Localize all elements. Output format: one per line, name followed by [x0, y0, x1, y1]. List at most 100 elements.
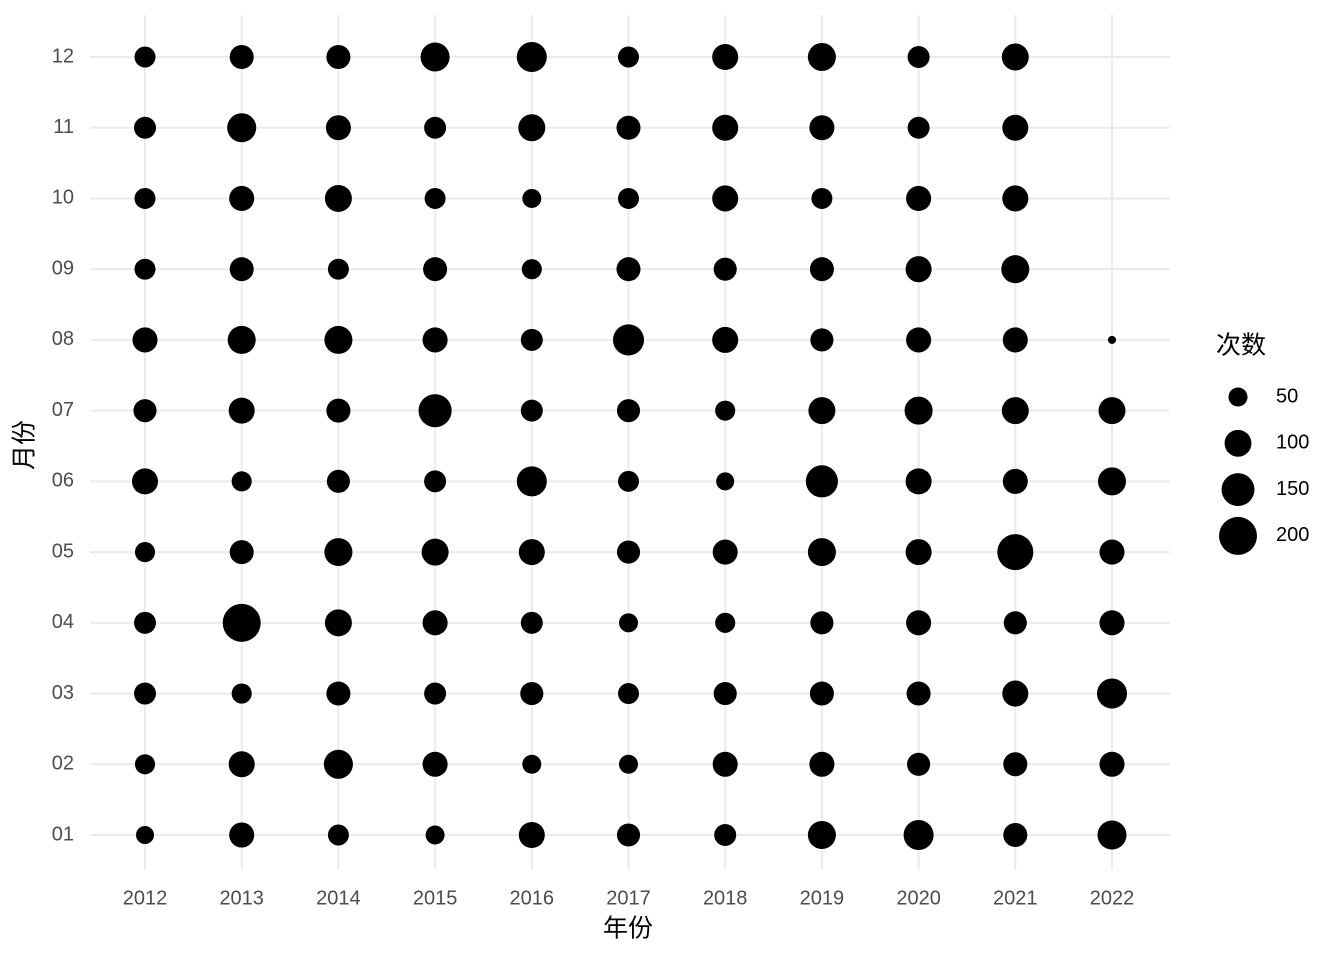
bubble — [323, 749, 353, 779]
bubble — [713, 257, 737, 281]
legend-label: 150 — [1276, 478, 1309, 500]
bubble — [133, 399, 157, 423]
bubble — [1002, 185, 1029, 212]
bubble — [809, 681, 834, 706]
bubble — [134, 258, 156, 280]
legend-label: 200 — [1276, 524, 1309, 546]
bubble — [906, 681, 931, 706]
x-tick-label: 2017 — [606, 887, 651, 909]
bubble — [712, 539, 738, 565]
bubble — [712, 43, 739, 71]
bubble — [134, 116, 156, 139]
x-tick-label: 2019 — [800, 887, 845, 909]
legend-symbol — [1224, 429, 1252, 457]
bubble — [518, 539, 545, 566]
x-tick-label: 2021 — [993, 887, 1038, 909]
bubble — [807, 538, 836, 567]
y-axis-title: 月份 — [11, 420, 39, 470]
bubble — [904, 396, 933, 425]
bubble — [906, 327, 932, 353]
bubble — [423, 257, 448, 282]
bubble — [424, 187, 446, 209]
bubble — [520, 611, 543, 634]
bubble — [327, 824, 349, 846]
bubble — [907, 752, 931, 776]
bubble — [905, 539, 932, 566]
bubble — [1002, 680, 1029, 707]
bubble — [1097, 467, 1127, 496]
bubble — [712, 751, 738, 777]
bubble — [716, 472, 735, 491]
bubble — [1001, 397, 1029, 425]
bubble — [227, 325, 256, 354]
bubble — [326, 398, 351, 423]
bubble — [231, 683, 252, 704]
bubble — [520, 681, 544, 706]
y-tick-label: 01 — [52, 823, 74, 845]
bubble — [521, 259, 542, 280]
bubble — [808, 397, 836, 425]
bubble — [518, 821, 545, 849]
bubble — [229, 540, 254, 565]
marks — [131, 41, 1128, 851]
bubble — [424, 116, 447, 139]
y-tick-label: 12 — [52, 45, 74, 67]
bubble — [1099, 751, 1125, 777]
bubble — [1001, 43, 1029, 71]
bubble — [713, 681, 737, 706]
bubble — [905, 256, 932, 283]
bubble — [134, 611, 156, 634]
bubble — [132, 327, 158, 353]
bubble — [907, 116, 930, 139]
x-tick-label: 2020 — [896, 887, 941, 909]
bubble — [1002, 468, 1028, 494]
bubble — [326, 681, 351, 706]
bubble — [228, 751, 255, 778]
bubble — [424, 470, 447, 493]
y-tick-label: 09 — [52, 257, 74, 279]
bubble — [422, 327, 448, 353]
legend-symbol — [1228, 387, 1248, 407]
bubble — [420, 42, 450, 72]
bubble — [805, 465, 838, 498]
bubble — [324, 538, 353, 567]
bubble — [134, 682, 156, 705]
bubble — [616, 540, 641, 564]
bubble — [1099, 539, 1125, 565]
x-tick-label: 2016 — [510, 887, 555, 909]
bubble — [422, 751, 448, 777]
bubble — [809, 257, 834, 282]
bubble — [618, 46, 639, 68]
bubble — [906, 185, 932, 211]
x-tick-label: 2015 — [413, 887, 458, 909]
bubble — [418, 394, 452, 428]
bubble — [518, 114, 546, 142]
y-tick-label: 05 — [52, 540, 74, 562]
bubble — [425, 825, 445, 845]
bubble — [807, 820, 836, 850]
legend-title: 次数 — [1216, 332, 1266, 360]
bubble — [324, 184, 352, 212]
bubble — [422, 610, 448, 636]
x-tick-label: 2012 — [123, 887, 168, 909]
bubble — [1098, 397, 1126, 425]
bubble — [712, 185, 739, 212]
bubble — [229, 185, 255, 211]
bubble — [1107, 335, 1117, 344]
bubble — [619, 754, 638, 774]
bubble — [325, 115, 351, 141]
bubble — [616, 257, 641, 282]
bubble — [906, 610, 932, 636]
bubble — [222, 603, 261, 642]
legend-label: 50 — [1276, 385, 1298, 407]
bubble — [131, 468, 159, 495]
bubble — [905, 468, 932, 495]
bubble — [229, 822, 255, 848]
bubble — [807, 42, 836, 72]
bubble — [809, 115, 835, 141]
bubble — [1099, 610, 1125, 636]
bubble — [714, 824, 737, 846]
bubble — [907, 46, 930, 68]
bubble — [520, 328, 543, 351]
bubble — [616, 823, 641, 847]
